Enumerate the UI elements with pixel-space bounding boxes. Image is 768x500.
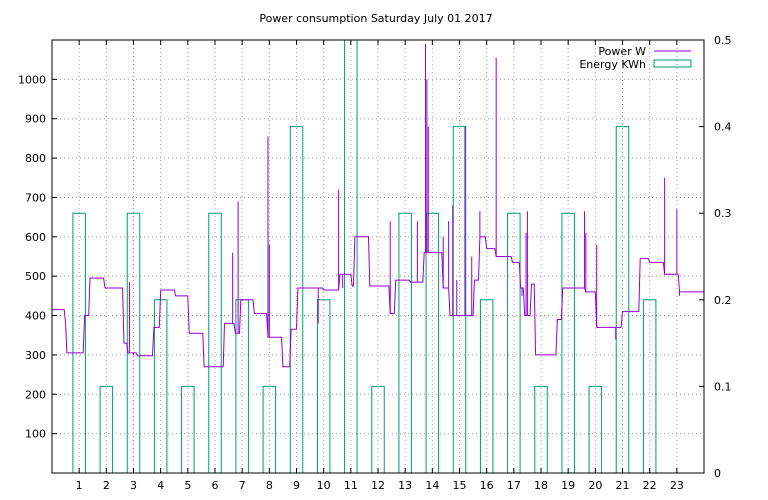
x-tick-label: 22 xyxy=(643,479,657,492)
x-tick-label: 3 xyxy=(130,479,137,492)
x-tick-label: 15 xyxy=(453,479,467,492)
y-axis-ticks: 100 200 300 400 500 600 700 800 900 1000 xyxy=(18,73,57,441)
x-tick-label: 13 xyxy=(398,479,412,492)
energy-box xyxy=(425,212,440,473)
energy-box xyxy=(642,299,657,473)
y-tick-label: 700 xyxy=(25,191,46,204)
x-tick-label: 8 xyxy=(266,479,273,492)
x-tick-label: 12 xyxy=(371,479,385,492)
x-tick-label: 19 xyxy=(561,479,575,492)
x-tick-label: 11 xyxy=(344,479,358,492)
energy-box xyxy=(398,212,412,473)
energy-box xyxy=(72,212,86,473)
x-tick-label: 17 xyxy=(507,479,521,492)
energy-box xyxy=(316,299,331,473)
y-tick-label: 300 xyxy=(25,349,46,362)
y2-axis-ticks: 0 0.1 0.2 0.3 0.4 0.5 xyxy=(699,34,732,480)
energy-box xyxy=(507,212,521,473)
y-tick-label: 500 xyxy=(25,270,46,283)
energy-box xyxy=(153,299,168,473)
legend-label-energy: Energy KWh xyxy=(579,58,646,71)
y2-tick-label: 0 xyxy=(714,467,721,480)
x-tick-label: 4 xyxy=(157,479,164,492)
x-tick-label: 18 xyxy=(534,479,548,492)
x-tick-label: 16 xyxy=(480,479,494,492)
y-tick-label: 1000 xyxy=(18,73,46,86)
x-tick-label: 7 xyxy=(239,479,246,492)
x-tick-label: 10 xyxy=(317,479,331,492)
x-tick-label: 6 xyxy=(212,479,219,492)
legend-label-power: Power W xyxy=(598,45,646,58)
y2-tick-label: 0.3 xyxy=(714,207,732,220)
x-tick-label: 23 xyxy=(670,479,684,492)
x-tick-label: 1 xyxy=(76,479,83,492)
x-axis-ticks: 1 2 3 4 5 6 7 8 9 10 11 12 13 14 15 16 17 18 19 20 21 22 23 xyxy=(76,40,684,492)
energy-box xyxy=(99,385,114,473)
y2-tick-label: 0.2 xyxy=(714,294,732,307)
y-tick-label: 200 xyxy=(25,388,46,401)
grid-lines xyxy=(52,40,704,473)
energy-box xyxy=(479,299,494,473)
energy-series xyxy=(72,39,657,473)
y-tick-label: 900 xyxy=(25,113,46,126)
energy-box xyxy=(126,212,141,473)
y2-tick-label: 0.1 xyxy=(714,380,732,393)
energy-box xyxy=(615,126,630,473)
y-tick-label: 400 xyxy=(25,310,46,323)
energy-box xyxy=(262,385,277,473)
y-tick-label: 100 xyxy=(25,428,46,441)
y2-tick-label: 0.5 xyxy=(714,34,732,47)
x-tick-label: 21 xyxy=(616,479,630,492)
chart-title: Power consumption Saturday July 01 2017 xyxy=(259,12,492,25)
x-tick-label: 14 xyxy=(425,479,439,492)
y-tick-label: 800 xyxy=(25,152,46,165)
power-line-path xyxy=(52,236,704,368)
legend-swatch-energy xyxy=(653,59,692,68)
energy-box xyxy=(289,126,304,473)
energy-box xyxy=(588,385,603,473)
x-tick-label: 5 xyxy=(184,479,191,492)
legend: Power W Energy KWh xyxy=(579,45,692,71)
energy-box xyxy=(181,385,195,473)
energy-box xyxy=(452,126,467,473)
x-tick-label: 2 xyxy=(103,479,110,492)
energy-box xyxy=(208,212,222,473)
y2-tick-label: 0.4 xyxy=(714,121,732,134)
energy-box xyxy=(561,212,575,473)
x-tick-label: 9 xyxy=(293,479,300,492)
energy-box xyxy=(371,385,385,473)
energy-box xyxy=(534,385,548,473)
x-tick-label: 20 xyxy=(588,479,602,492)
power-series xyxy=(52,43,704,368)
y-tick-label: 600 xyxy=(25,231,46,244)
